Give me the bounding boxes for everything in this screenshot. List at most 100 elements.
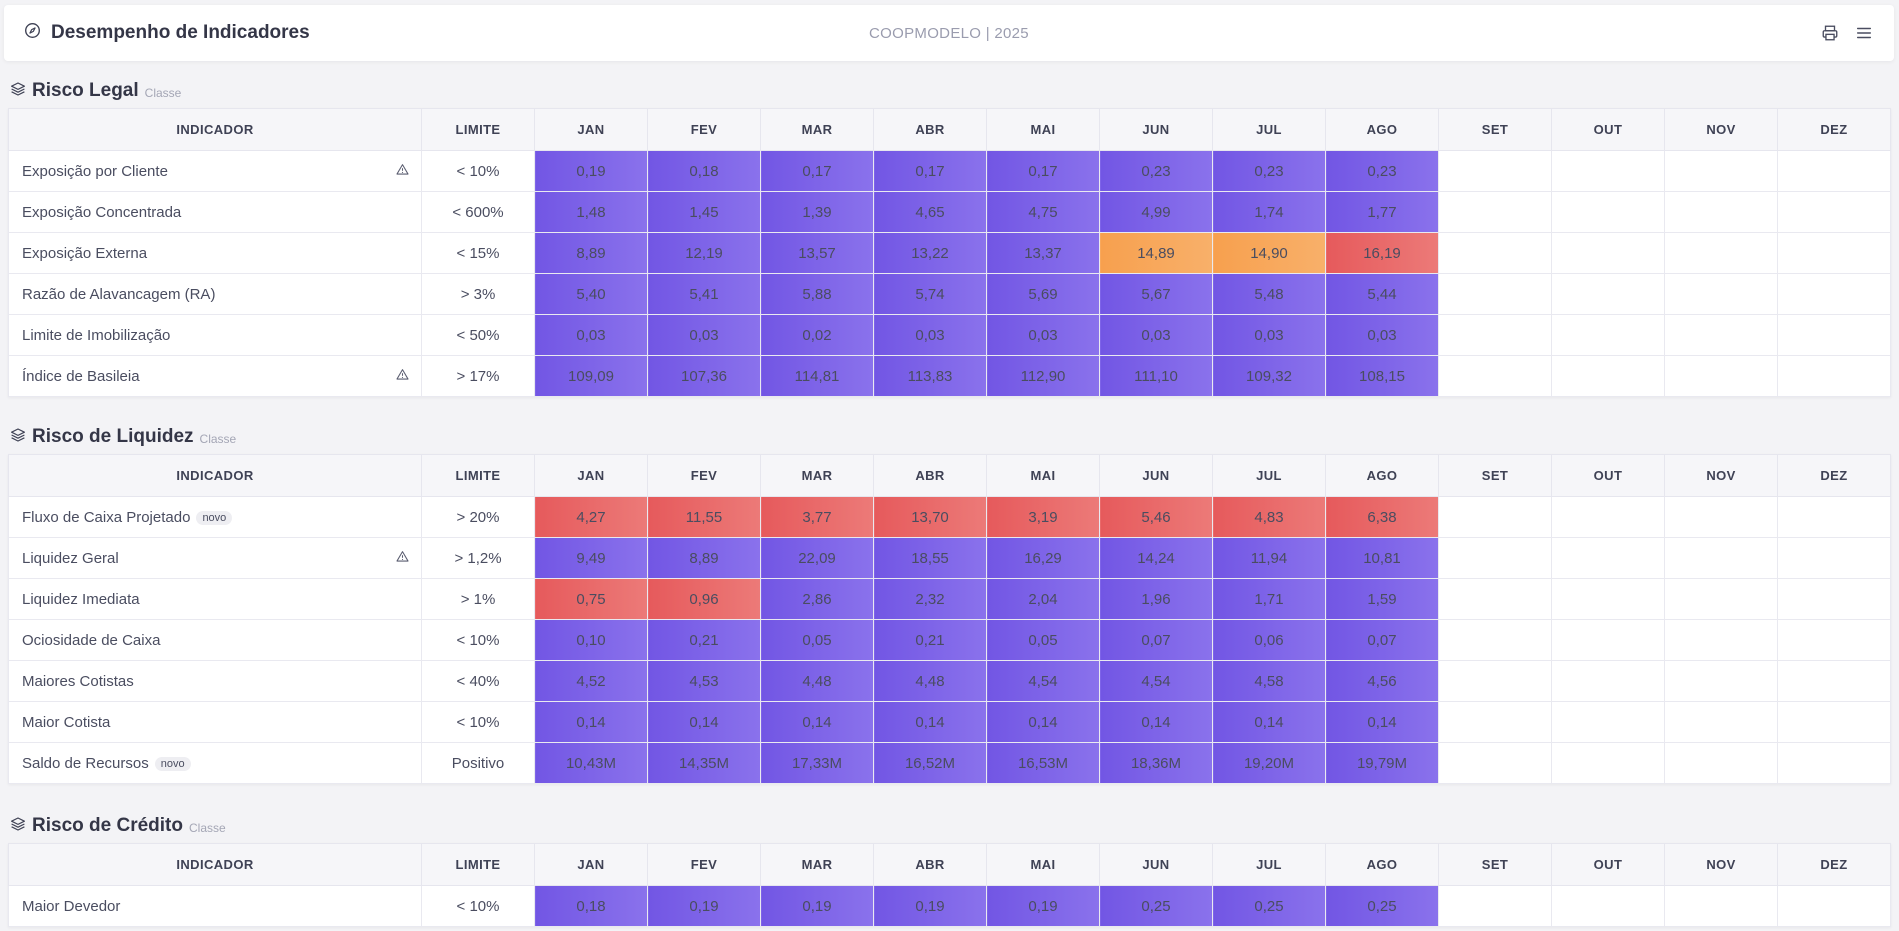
- table-row[interactable]: Maior Cotista < 10% 0,14 0,14 0,14 0,14 0,14 0,…: [8, 701, 1891, 743]
- value-cell[interactable]: 5,44: [1325, 273, 1439, 315]
- value-cell[interactable]: 5,48: [1212, 273, 1326, 315]
- value-cell[interactable]: 4,48: [873, 660, 987, 702]
- value-cell[interactable]: 2,32: [873, 578, 987, 620]
- value-cell[interactable]: 0,14: [873, 701, 987, 743]
- value-cell[interactable]: 0,19: [760, 885, 874, 927]
- value-cell[interactable]: 0,25: [1325, 885, 1439, 927]
- value-cell[interactable]: 12,19: [647, 232, 761, 274]
- value-cell[interactable]: 4,58: [1212, 660, 1326, 702]
- table-row[interactable]: Índice de Basileia > 17% 109,09 107,36 114,8…: [8, 355, 1891, 397]
- value-cell[interactable]: 0,23: [1325, 150, 1439, 192]
- value-cell[interactable]: 0,03: [873, 314, 987, 356]
- value-cell[interactable]: 5,40: [534, 273, 648, 315]
- value-cell[interactable]: 0,05: [760, 619, 874, 661]
- value-cell[interactable]: 5,69: [986, 273, 1100, 315]
- table-row[interactable]: Exposição Concentrada < 600% 1,48 1,45 1,39 4…: [8, 191, 1891, 233]
- value-cell[interactable]: 5,88: [760, 273, 874, 315]
- value-cell[interactable]: 4,27: [534, 496, 648, 538]
- value-cell[interactable]: 1,45: [647, 191, 761, 233]
- value-cell[interactable]: 2,86: [760, 578, 874, 620]
- value-cell[interactable]: 0,23: [1099, 150, 1213, 192]
- value-cell[interactable]: 113,83: [873, 355, 987, 397]
- value-cell[interactable]: 10,81: [1325, 537, 1439, 579]
- value-cell[interactable]: 0,05: [986, 619, 1100, 661]
- value-cell[interactable]: 4,54: [986, 660, 1100, 702]
- table-row[interactable]: Saldo de Recursos novo Positivo 10,43M 14,35…: [8, 742, 1891, 784]
- value-cell[interactable]: 5,41: [647, 273, 761, 315]
- value-cell[interactable]: 1,77: [1325, 191, 1439, 233]
- value-cell[interactable]: 111,10: [1099, 355, 1213, 397]
- value-cell[interactable]: 2,04: [986, 578, 1100, 620]
- value-cell[interactable]: 18,55: [873, 537, 987, 579]
- value-cell[interactable]: 0,06: [1212, 619, 1326, 661]
- value-cell[interactable]: 0,02: [760, 314, 874, 356]
- value-cell[interactable]: 4,52: [534, 660, 648, 702]
- value-cell[interactable]: 8,89: [534, 232, 648, 274]
- value-cell[interactable]: 3,19: [986, 496, 1100, 538]
- value-cell[interactable]: 0,14: [534, 701, 648, 743]
- value-cell[interactable]: 1,59: [1325, 578, 1439, 620]
- table-row[interactable]: Liquidez Geral > 1,2% 9,49 8,89 22,09 18,55 16…: [8, 537, 1891, 579]
- value-cell[interactable]: 0,14: [760, 701, 874, 743]
- value-cell[interactable]: 8,89: [647, 537, 761, 579]
- value-cell[interactable]: 1,96: [1099, 578, 1213, 620]
- value-cell[interactable]: 0,17: [873, 150, 987, 192]
- value-cell[interactable]: 109,32: [1212, 355, 1326, 397]
- value-cell[interactable]: 4,53: [647, 660, 761, 702]
- value-cell[interactable]: 0,21: [647, 619, 761, 661]
- value-cell[interactable]: 14,35M: [647, 742, 761, 784]
- value-cell[interactable]: 13,70: [873, 496, 987, 538]
- value-cell[interactable]: 18,36M: [1099, 742, 1213, 784]
- value-cell[interactable]: 0,21: [873, 619, 987, 661]
- table-row[interactable]: Ociosidade de Caixa < 10% 0,10 0,21 0,05 0,21…: [8, 619, 1891, 661]
- value-cell[interactable]: 0,14: [647, 701, 761, 743]
- value-cell[interactable]: 4,54: [1099, 660, 1213, 702]
- value-cell[interactable]: 0,14: [1325, 701, 1439, 743]
- value-cell[interactable]: 107,36: [647, 355, 761, 397]
- table-row[interactable]: Maior Devedor < 10% 0,18 0,19 0,19 0,19 0,19 0,…: [8, 885, 1891, 927]
- value-cell[interactable]: 22,09: [760, 537, 874, 579]
- value-cell[interactable]: 1,74: [1212, 191, 1326, 233]
- value-cell[interactable]: 1,71: [1212, 578, 1326, 620]
- value-cell[interactable]: 3,77: [760, 496, 874, 538]
- value-cell[interactable]: 4,75: [986, 191, 1100, 233]
- warning-triangle-icon[interactable]: [396, 550, 409, 567]
- table-row[interactable]: Liquidez Imediata > 1% 0,75 0,96 2,86 2,32 2,0…: [8, 578, 1891, 620]
- value-cell[interactable]: 0,19: [873, 885, 987, 927]
- table-row[interactable]: Limite de Imobilização < 50% 0,03 0,03 0,02 0…: [8, 314, 1891, 356]
- value-cell[interactable]: 4,48: [760, 660, 874, 702]
- value-cell[interactable]: 19,20M: [1212, 742, 1326, 784]
- value-cell[interactable]: 0,25: [1099, 885, 1213, 927]
- value-cell[interactable]: 16,53M: [986, 742, 1100, 784]
- value-cell[interactable]: 0,17: [760, 150, 874, 192]
- value-cell[interactable]: 10,43M: [534, 742, 648, 784]
- printer-icon[interactable]: [1820, 23, 1840, 43]
- value-cell[interactable]: 0,07: [1325, 619, 1439, 661]
- value-cell[interactable]: 0,07: [1099, 619, 1213, 661]
- value-cell[interactable]: 11,94: [1212, 537, 1326, 579]
- value-cell[interactable]: 0,14: [986, 701, 1100, 743]
- value-cell[interactable]: 0,25: [1212, 885, 1326, 927]
- value-cell[interactable]: 0,03: [534, 314, 648, 356]
- value-cell[interactable]: 0,75: [534, 578, 648, 620]
- value-cell[interactable]: 0,18: [647, 150, 761, 192]
- value-cell[interactable]: 0,03: [986, 314, 1100, 356]
- value-cell[interactable]: 17,33M: [760, 742, 874, 784]
- value-cell[interactable]: 0,14: [1099, 701, 1213, 743]
- value-cell[interactable]: 4,56: [1325, 660, 1439, 702]
- value-cell[interactable]: 13,22: [873, 232, 987, 274]
- value-cell[interactable]: 11,55: [647, 496, 761, 538]
- value-cell[interactable]: 14,24: [1099, 537, 1213, 579]
- value-cell[interactable]: 19,79M: [1325, 742, 1439, 784]
- value-cell[interactable]: 0,03: [1325, 314, 1439, 356]
- table-row[interactable]: Exposição por Cliente < 10% 0,19 0,18 0,17 0,…: [8, 150, 1891, 192]
- value-cell[interactable]: 0,19: [647, 885, 761, 927]
- value-cell[interactable]: 0,03: [1212, 314, 1326, 356]
- warning-triangle-icon[interactable]: [396, 368, 409, 385]
- value-cell[interactable]: 0,23: [1212, 150, 1326, 192]
- value-cell[interactable]: 108,15: [1325, 355, 1439, 397]
- value-cell[interactable]: 0,03: [1099, 314, 1213, 356]
- value-cell[interactable]: 0,19: [986, 885, 1100, 927]
- value-cell[interactable]: 112,90: [986, 355, 1100, 397]
- value-cell[interactable]: 13,57: [760, 232, 874, 274]
